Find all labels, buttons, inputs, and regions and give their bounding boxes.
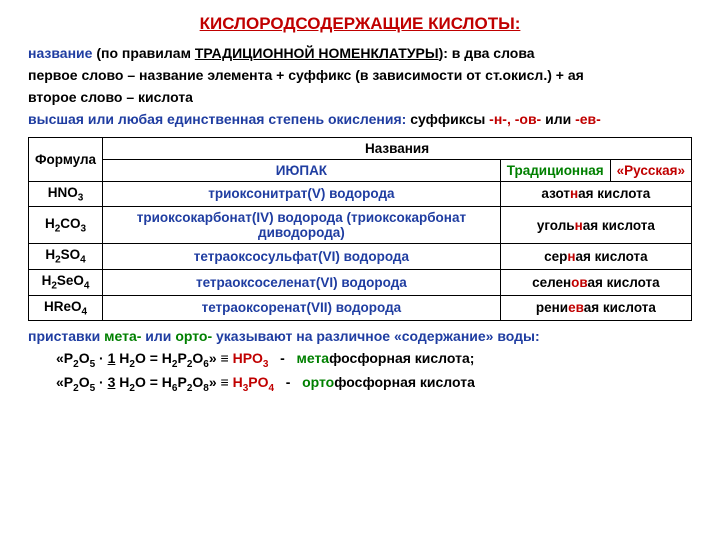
table-row: H2SO4тетраоксосульфат(VI) водородасерная…	[29, 244, 692, 270]
intro-line-2: первое слово – название элемента + суффи…	[28, 66, 692, 85]
cell-formula: H2SO4	[29, 244, 103, 270]
eq2-dash: -	[274, 374, 302, 390]
note-orto: орто-	[175, 328, 212, 344]
suffix-ov: -ов-	[511, 111, 541, 127]
intro-line-3: второе слово – кислота	[28, 88, 692, 107]
eq2-orto: орто	[302, 374, 334, 390]
note-pre: приставки	[28, 328, 104, 344]
cell-traditional: азотная кислота	[500, 181, 691, 207]
cell-traditional: серная кислота	[500, 244, 691, 270]
acids-table: Формула Названия ИЮПАК Традиционная «Рус…	[28, 137, 692, 322]
note-or: или	[141, 328, 175, 344]
suffix-ev: -ев-	[575, 111, 601, 127]
cell-traditional: рениевая кислота	[500, 295, 691, 321]
cell-formula: HReO4	[29, 295, 103, 321]
eq2-acid: фосфорная кислота	[334, 374, 475, 390]
note-tail: указывают на различное «содержание» воды…	[212, 328, 540, 344]
note-meta: мета-	[104, 328, 141, 344]
equation-meta: «P2O5 · 1 H2O = H2P2O6» ≡ HPO3 - метафос…	[56, 350, 692, 370]
table-row: HNO3триоксонитрат(V) водородаазотная кис…	[29, 181, 692, 207]
th-formula: Формула	[29, 137, 103, 181]
th-traditional: Традиционная	[500, 159, 610, 181]
cell-iupac: тетраоксоренат(VII) водорода	[103, 295, 501, 321]
eq2-lhs: «P2O5 · 3 H2O = H6P2O8» ≡	[56, 374, 233, 390]
eq1-dash: -	[268, 350, 296, 366]
prefixes-note: приставки мета- или орто- указывают на р…	[28, 327, 692, 346]
cell-traditional: угольная кислота	[500, 207, 691, 244]
table-row: H2CO3триоксокарбонат(IV) водорода (триок…	[29, 207, 692, 244]
cell-iupac: тетраоксоселенат(VI) водорода	[103, 269, 501, 295]
cell-traditional: селеновая кислота	[500, 269, 691, 295]
th-russian: «Русская»	[610, 159, 691, 181]
th-iupac: ИЮПАК	[103, 159, 501, 181]
intro-line-4: высшая или любая единственная степень ок…	[28, 110, 692, 129]
intro-line-1: название (по правилам ТРАДИЦИОННОЙ НОМЕН…	[28, 44, 692, 63]
eq1-meta: мета	[296, 350, 329, 366]
intro-text: (по правилам	[92, 45, 194, 61]
intro-trad-nom: ТРАДИЦИОННОЙ НОМЕНКЛАТУРЫ	[195, 45, 439, 61]
cell-iupac: тетраоксосульфат(VI) водорода	[103, 244, 501, 270]
cell-iupac: триоксонитрат(V) водорода	[103, 181, 501, 207]
eq1-simplified: HPO3	[233, 350, 269, 366]
intro-or: или	[541, 111, 575, 127]
intro-highest: высшая или любая единственная степень ок…	[28, 111, 406, 127]
cell-formula: HNO3	[29, 181, 103, 207]
table-row: H2SeO4тетраоксоселенат(VI) водородаселен…	[29, 269, 692, 295]
eq1-lhs: «P2O5 · 1 H2O = H2P2O6» ≡	[56, 350, 233, 366]
intro-word-nazvanie: название	[28, 45, 92, 61]
equation-orto: «P2O5 · 3 H2O = H6P2O8» ≡ H3PO4 - ортофо…	[56, 374, 692, 394]
table-row: HReO4тетраоксоренат(VII) водородарениева…	[29, 295, 692, 321]
cell-iupac: триоксокарбонат(IV) водорода (триоксокар…	[103, 207, 501, 244]
page-title: КИСЛОРОДСОДЕРЖАЩИЕ КИСЛОТЫ:	[28, 14, 692, 34]
eq2-simplified: H3PO4	[233, 374, 274, 390]
intro-suffix-label: суффиксы	[406, 111, 489, 127]
suffix-n: -н-,	[489, 111, 511, 127]
cell-formula: H2CO3	[29, 207, 103, 244]
intro-tail: ): в два слова	[439, 45, 535, 61]
eq1-acid: фосфорная кислота;	[329, 350, 474, 366]
th-names: Названия	[103, 137, 692, 159]
cell-formula: H2SeO4	[29, 269, 103, 295]
